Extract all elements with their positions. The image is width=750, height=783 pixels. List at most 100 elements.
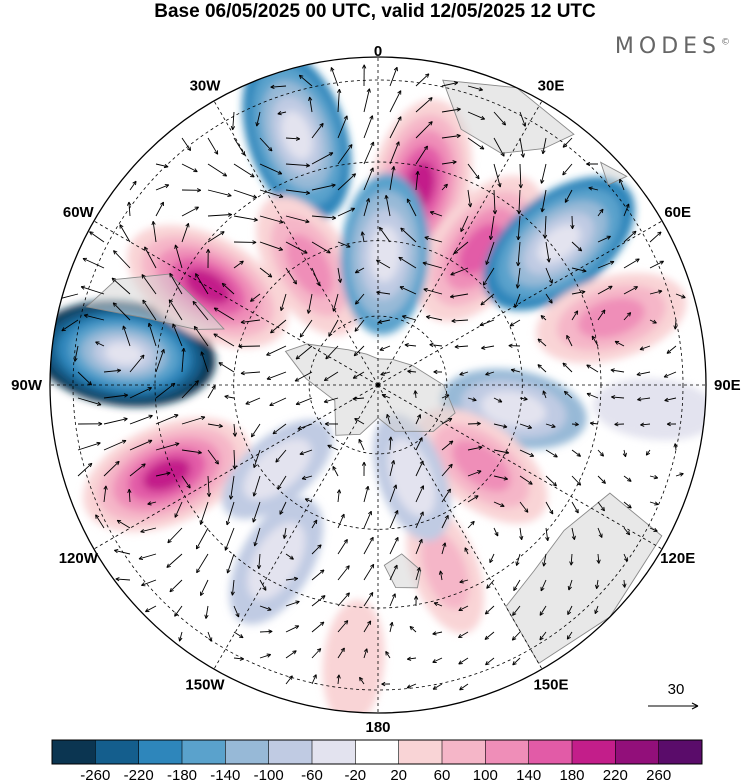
wind-vector [207, 231, 225, 243]
wind-vector [441, 133, 461, 139]
wind-vector [489, 553, 495, 564]
wind-vector [516, 241, 521, 267]
wind-vector [332, 466, 339, 477]
wind-vector [285, 650, 297, 659]
anomaly-contour [577, 298, 645, 339]
vector-reference: 30 [648, 681, 699, 710]
wind-vector [270, 319, 287, 334]
wind-vector [509, 319, 521, 327]
wind-vector [181, 163, 198, 173]
wind-vector [142, 299, 157, 321]
wind-vector [441, 107, 461, 113]
wind-vector [415, 73, 430, 87]
colorbar-label: -220 [124, 767, 154, 783]
wind-vector [259, 267, 273, 278]
wind-vector [205, 248, 211, 269]
wind-vector [204, 605, 209, 619]
colorbar-swatch [572, 740, 616, 764]
wind-vector [259, 215, 284, 224]
wind-vector [406, 198, 417, 217]
longitude-label: 90E [714, 377, 741, 394]
wind-vector [402, 314, 417, 321]
wind-vector [253, 527, 261, 547]
wind-vector [311, 648, 322, 659]
wind-vector [541, 137, 547, 155]
wind-vector [181, 475, 191, 489]
map-title: Base 06/05/2025 00 UTC, valid 12/05/2025… [154, 1, 596, 22]
wind-vector [441, 488, 451, 503]
wind-vector [567, 579, 573, 591]
anomaly-center [340, 173, 430, 335]
wind-vector [252, 501, 261, 523]
wind-vector [299, 449, 313, 456]
wind-vector [151, 220, 157, 243]
wind-vector [386, 413, 391, 425]
wind-vector [233, 605, 240, 618]
wind-vector [298, 74, 313, 87]
wind-vector [567, 605, 573, 615]
wind-vector [77, 421, 103, 427]
wind-vector [623, 475, 632, 482]
colorbar-swatch [52, 740, 96, 764]
wind-vector [233, 215, 258, 222]
wind-vector [295, 345, 313, 360]
wind-vector [337, 513, 345, 529]
wind-vector [441, 81, 459, 87]
longitude-label: 90W [11, 377, 43, 394]
wind-vector [458, 657, 469, 665]
anomaly-contour [458, 223, 503, 275]
wind-vector [363, 510, 372, 529]
wind-vector [459, 579, 469, 584]
wind-vector [510, 368, 521, 373]
anomaly-contour [247, 522, 306, 601]
map-border [49, 56, 707, 714]
wind-vector [610, 368, 625, 373]
wind-vector [337, 539, 348, 555]
anomaly-contour [184, 269, 231, 305]
wind-vector [207, 163, 228, 177]
wind-vector [623, 501, 632, 509]
wind-vector [285, 163, 310, 168]
colorbar-label: -180 [167, 767, 197, 783]
wind-vector [441, 463, 453, 477]
wind-vector [666, 421, 677, 427]
colorbar-label: 220 [603, 767, 628, 783]
wind-vector [95, 514, 105, 529]
longitude-label: 120W [59, 550, 99, 567]
wind-vector [168, 299, 183, 321]
wind-vector [301, 475, 313, 480]
wind-vector [586, 364, 599, 373]
brand-text: MODES [614, 34, 721, 59]
wind-vector [545, 267, 553, 284]
wind-vector [249, 293, 261, 302]
wind-vector [352, 371, 365, 379]
wind-vector [433, 602, 443, 607]
wind-vector [388, 436, 393, 451]
meridian-line [213, 384, 379, 670]
wind-vector [285, 241, 308, 254]
wind-vector [359, 676, 365, 685]
wind-vector [460, 215, 469, 233]
wind-vector [337, 592, 350, 607]
longitude-label: 60E [664, 204, 691, 221]
wind-vector [294, 371, 313, 382]
wind-vector [467, 189, 473, 208]
wind-vector [441, 160, 457, 165]
wind-vector [233, 189, 258, 199]
wind-vector [389, 90, 402, 113]
colorbar-label: -100 [254, 767, 284, 783]
wind-vector [279, 293, 287, 312]
wind-vector [337, 144, 353, 165]
meridian-line [93, 220, 379, 386]
anomaly-contour [592, 378, 706, 441]
wind-vector [336, 489, 342, 503]
wind-vector [513, 579, 521, 591]
wind-vector [174, 501, 183, 518]
wind-vector [207, 449, 219, 465]
wind-vector [566, 631, 573, 640]
wind-vector [571, 527, 576, 540]
wind-vector [649, 527, 658, 532]
wind-vector [426, 315, 443, 321]
wind-vector [459, 683, 469, 691]
